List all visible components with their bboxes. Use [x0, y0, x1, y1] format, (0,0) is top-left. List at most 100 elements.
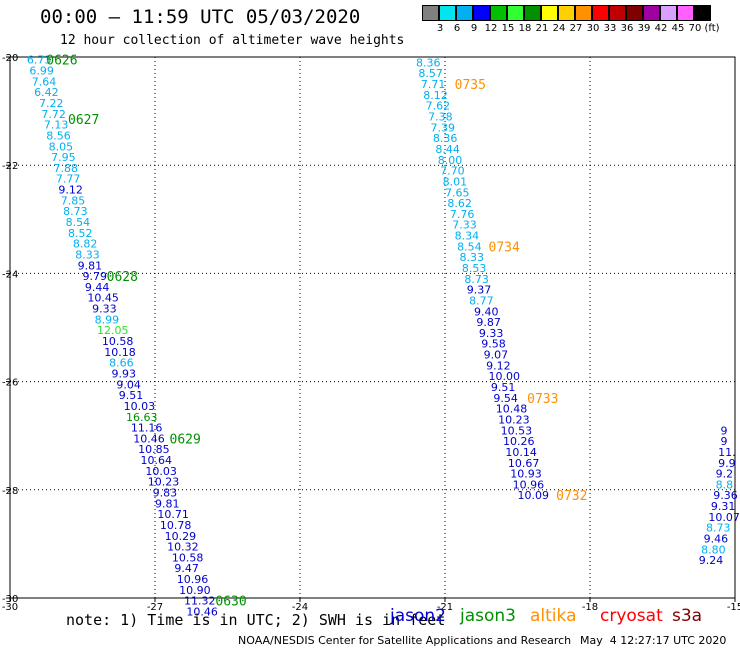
wave-height-point: 10.23	[498, 413, 529, 426]
colorbar-swatch	[643, 5, 660, 21]
wave-height-point: 11.	[718, 446, 736, 459]
satellite-legend-cryosat: cryosat	[600, 606, 663, 626]
wave-height-point: 9.81	[155, 497, 180, 510]
generation-timestamp: May 4 12:27:17 UTC 2020	[580, 634, 727, 647]
wave-height-point: 10.58	[172, 551, 204, 564]
colorbar-label: 45	[671, 23, 685, 34]
wave-height-point: 8.99	[95, 313, 120, 326]
plot-frame	[9, 56, 736, 599]
wave-height-point: 10.29	[165, 530, 197, 543]
wave-height-point: 7.65	[445, 186, 470, 199]
colorbar-label: 12	[484, 23, 498, 34]
colorbar-swatch	[626, 5, 643, 21]
colorbar-label: (ft)	[704, 23, 720, 34]
satellite-legend-altika: altika	[530, 606, 577, 626]
x-tick-label: -18	[582, 602, 598, 613]
colorbar-label: 6	[453, 23, 461, 34]
wave-height-point: 6.73	[27, 54, 51, 67]
wave-height-point: 8.01	[443, 175, 468, 188]
wave-height-point: 9.93	[112, 367, 137, 380]
wave-height-point: 6.42	[34, 86, 59, 99]
wave-height-point: 7.72	[41, 108, 66, 121]
wave-height-point: 10.93	[510, 468, 542, 481]
wave-height-point: 8.73	[464, 273, 489, 286]
wave-height-point: 10.96	[177, 573, 209, 586]
wave-height-point: 9.04	[116, 378, 141, 391]
wave-height-point: 10.64	[141, 454, 173, 467]
colorbar-label: 18	[518, 23, 532, 34]
colorbar-label: 70	[688, 23, 702, 34]
wave-height-point: 12.05	[97, 324, 129, 337]
wave-height-point: 9.79	[83, 270, 108, 283]
footnote: note: 1) Time is in UTC; 2) SWH is in fe…	[66, 611, 446, 629]
y-tick-label: -22	[2, 161, 18, 172]
wave-height-point: 8.77	[469, 294, 494, 307]
time-annotation: 0630	[215, 595, 246, 610]
wave-height-point: 8.54	[457, 240, 482, 253]
wave-height-point: 8.8	[716, 478, 734, 491]
wave-height-point: 10.45	[87, 292, 119, 305]
time-annotation: 0734	[489, 240, 520, 255]
colorbar-swatch	[694, 5, 711, 21]
colorbar-label: 15	[501, 23, 515, 34]
wave-height-point: 10.26	[503, 435, 535, 448]
wave-height-point: 9.81	[78, 259, 103, 272]
x-tick-label: -30	[2, 602, 18, 613]
y-tick-label: -24	[2, 269, 18, 280]
colorbar-swatch	[524, 5, 541, 21]
colorbar-swatch	[592, 5, 609, 21]
wave-height-point: 10.46	[186, 606, 218, 619]
wave-height-point: 7.38	[428, 111, 453, 124]
colorbar-swatch	[558, 5, 575, 21]
colorbar-swatch	[541, 5, 558, 21]
wave-height-point: 7.77	[56, 173, 81, 186]
wave-height-point: 9.44	[85, 281, 110, 294]
wave-height-point: 9.87	[476, 316, 501, 329]
wave-height-point: 10.23	[148, 476, 180, 489]
colorbar-swatch	[456, 5, 473, 21]
wave-height-point: 8.53	[462, 262, 487, 275]
y-tick-label: -30	[2, 594, 18, 605]
wave-height-point: 11.32	[184, 595, 216, 608]
x-tick-label: -24	[292, 602, 308, 613]
wave-height-point: 9.33	[92, 303, 117, 316]
wave-height-point: 9.83	[153, 487, 178, 500]
colorbar-swatch	[473, 5, 490, 21]
colorbar-label: 30	[586, 23, 600, 34]
wave-height-point: 7.33	[452, 219, 477, 232]
wave-height-point: 8.73	[706, 522, 731, 535]
time-annotation: 0732	[556, 489, 587, 504]
wave-height-point: 8.62	[447, 197, 472, 210]
satellite-legend-jason2: jason2	[390, 606, 446, 626]
wave-height-point: 9.33	[479, 327, 504, 340]
wave-height-point: 9.31	[711, 500, 736, 513]
time-annotation: 0735	[455, 78, 486, 93]
wave-height-point: 8.80	[701, 543, 726, 556]
wave-height-point: 10.00	[489, 370, 521, 383]
wave-height-point: 7.64	[32, 75, 57, 88]
wave-height-point: 8.33	[460, 251, 485, 264]
wave-height-point: 8.12	[423, 89, 448, 102]
wave-height-point: 8.33	[75, 248, 100, 261]
y-tick-label: -28	[2, 486, 18, 497]
satellite-legend-jason3: jason3	[460, 606, 516, 626]
wave-height-point: 8.66	[109, 357, 134, 370]
wave-height-point: 7.95	[51, 151, 75, 164]
chart-subtitle: 12 hour collection of altimeter wave hei…	[60, 33, 405, 48]
wave-height-point: 8.05	[49, 140, 74, 153]
colorbar-label: 21	[535, 23, 549, 34]
wave-height-point: 7.76	[450, 208, 475, 221]
wave-height-point: 10.03	[145, 465, 177, 478]
wave-height-point: 8.56	[46, 129, 71, 142]
colorbar-swatch	[439, 5, 456, 21]
wave-height-point: 8.52	[68, 227, 93, 240]
wave-height-point: 7.85	[61, 194, 86, 207]
wave-height-point: 9.54	[493, 392, 518, 405]
wave-height-point: 9.12	[486, 359, 511, 372]
wave-height-point: 9.58	[481, 338, 506, 351]
wave-height-point: 10.48	[496, 403, 528, 416]
wave-height-point: 8.00	[438, 154, 463, 167]
wave-height-point: 7.22	[39, 97, 64, 110]
wave-height-point: 7.62	[426, 100, 451, 113]
wave-height-point: 8.34	[455, 230, 480, 243]
